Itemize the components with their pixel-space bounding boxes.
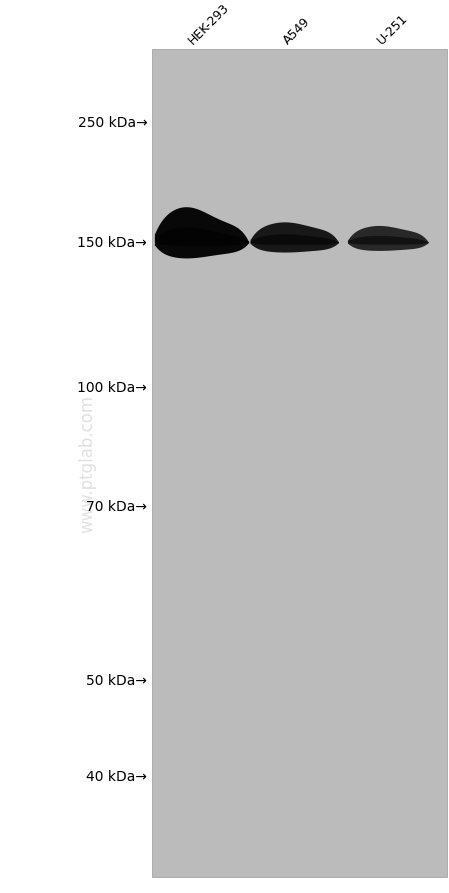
Text: HEK-293: HEK-293 [186,1,232,47]
Polygon shape [348,236,429,245]
Bar [152,49,447,877]
Text: www.ptglab.com: www.ptglab.com [79,396,97,533]
Text: 40 kDa→: 40 kDa→ [86,770,147,784]
Polygon shape [348,226,429,251]
Polygon shape [251,222,339,253]
Text: 50 kDa→: 50 kDa→ [86,674,147,689]
Text: U-251: U-251 [375,12,410,47]
Text: 150 kDa→: 150 kDa→ [77,236,147,250]
Text: 100 kDa→: 100 kDa→ [77,381,147,396]
Polygon shape [155,207,249,258]
Text: 70 kDa→: 70 kDa→ [86,500,147,514]
Text: 250 kDa→: 250 kDa→ [78,116,147,130]
Polygon shape [155,228,249,246]
Polygon shape [251,234,339,245]
Text: A549: A549 [281,15,313,47]
